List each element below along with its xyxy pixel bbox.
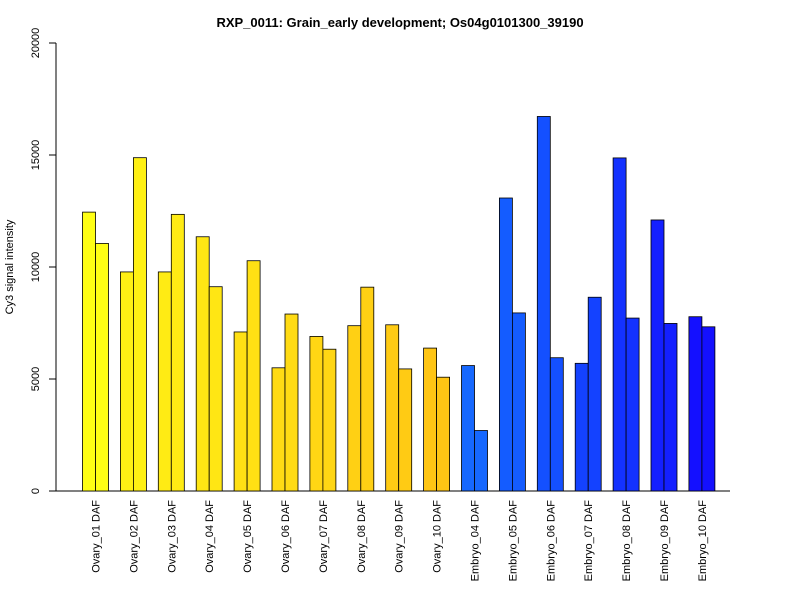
y-tick-label: 0 [30, 488, 42, 494]
bar [461, 365, 475, 492]
bar [385, 324, 400, 492]
bar [398, 368, 413, 492]
chart-title: RXP_0011: Grain_early development; Os04g… [216, 15, 583, 30]
x-tick-label: Embryo_08 DAF [621, 500, 633, 582]
bar [284, 313, 299, 492]
bar [512, 312, 526, 492]
bar [82, 211, 96, 492]
y-axis-label: Cy3 signal intensity [4, 219, 16, 314]
y-tick-label: 10000 [30, 252, 42, 283]
bar [536, 116, 551, 492]
bar [208, 286, 223, 492]
bar [701, 326, 716, 492]
bar [95, 243, 109, 492]
bar [120, 271, 134, 492]
x-tick-label: Embryo_09 DAF [659, 500, 671, 582]
x-tick-label: Embryo_05 DAF [507, 500, 519, 582]
x-tick-label: Embryo_07 DAF [583, 500, 595, 582]
bar [309, 336, 324, 492]
bar [322, 348, 337, 492]
bar [347, 325, 362, 492]
bar [549, 357, 564, 492]
bar [663, 323, 678, 492]
x-tick-label: Ovary_04 DAF [204, 500, 216, 573]
x-tick-label: Ovary_03 DAF [166, 500, 178, 573]
x-tick-label: Ovary_07 DAF [318, 500, 330, 573]
bar [360, 286, 375, 492]
x-tick-label: Embryo_10 DAF [697, 500, 709, 582]
bar [625, 317, 640, 492]
bar [498, 197, 513, 492]
bar [474, 430, 488, 492]
y-tick-label: 5000 [30, 367, 42, 391]
x-tick-label: Embryo_04 DAF [470, 500, 482, 582]
y-tick-label: 20000 [30, 28, 42, 59]
bar [246, 260, 261, 492]
x-tick-label: Ovary_05 DAF [242, 500, 254, 573]
category-labels: Ovary_01 DAF Ovary_02 DAF Ovary_03 DAF Ovar… [91, 500, 709, 582]
x-tick-label: Ovary_10 DAF [432, 500, 444, 573]
bar [233, 331, 248, 492]
bar [132, 157, 147, 492]
x-tick-label: Ovary_06 DAF [280, 500, 292, 573]
bar [688, 316, 703, 492]
bars-layer [82, 116, 716, 492]
bar [612, 157, 627, 492]
bar [436, 376, 451, 492]
x-tick-label: Ovary_08 DAF [356, 500, 368, 573]
x-tick-label: Ovary_09 DAF [394, 500, 406, 573]
bar [423, 347, 438, 492]
x-tick-label: Ovary_02 DAF [128, 500, 140, 573]
y-axis-ticks: 0 5000 10000 15000 20000 [30, 28, 56, 494]
y-tick-label: 15000 [30, 140, 42, 171]
bar [587, 296, 602, 492]
bar [650, 219, 665, 492]
x-tick-label: Ovary_01 DAF [91, 500, 103, 573]
x-tick-label: Embryo_06 DAF [545, 500, 557, 582]
bar [170, 213, 185, 492]
bar [157, 271, 172, 492]
bar [195, 236, 210, 492]
bar [574, 362, 589, 492]
bar [271, 367, 286, 492]
